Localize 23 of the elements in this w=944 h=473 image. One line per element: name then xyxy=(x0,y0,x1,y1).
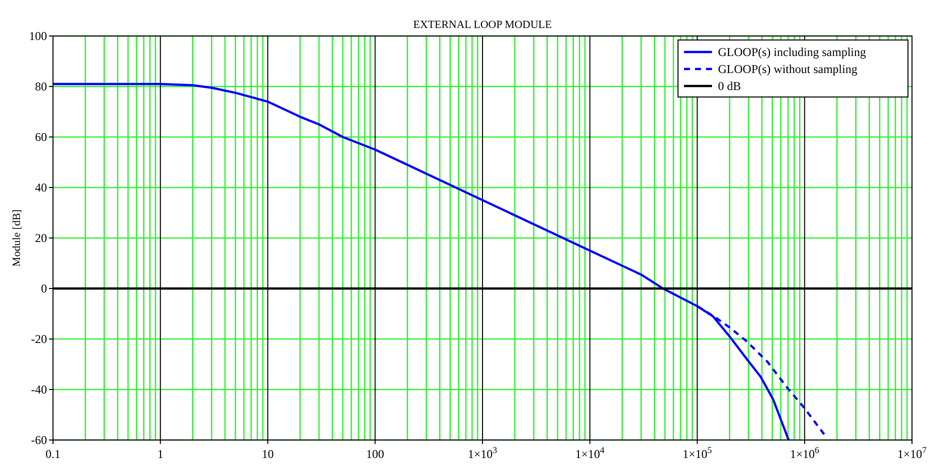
x-tick-label: 10 xyxy=(262,447,274,461)
y-tick-label: 80 xyxy=(35,80,47,94)
x-tick-label: 1×10$^{6}$ xyxy=(790,445,820,461)
legend-label: GLOOP(s) including sampling xyxy=(718,45,866,59)
chart-title: EXTERNAL LOOP MODULE xyxy=(413,19,552,31)
y-tick-label: 0 xyxy=(41,282,47,296)
x-tick-label: 1×10$^{4}$ xyxy=(575,445,606,461)
x-tick-label: 1×10$^{5}$ xyxy=(682,445,712,461)
x-tick-label: 100 xyxy=(366,447,384,461)
y-tick-label: 20 xyxy=(35,231,47,245)
y-tick-label: -60 xyxy=(31,433,47,447)
y-tick-label: -40 xyxy=(31,382,47,396)
y-tick-label: 40 xyxy=(35,180,47,194)
y-tick-label: -20 xyxy=(31,332,47,346)
legend-label: 0 dB xyxy=(718,79,742,93)
y-tick-label: 100 xyxy=(29,29,47,43)
x-tick-label: 1 xyxy=(157,447,164,461)
x-tick-label: 0.1 xyxy=(46,447,60,461)
y-tick-label: 60 xyxy=(35,130,47,144)
x-tick-label: 1×10$^{3}$ xyxy=(468,445,498,461)
y-axis-title: Module [dB] xyxy=(11,209,23,267)
legend-label: GLOOP(s) without sampling xyxy=(718,62,858,76)
x-tick-label: 1×10$^{7}$ xyxy=(897,445,928,461)
